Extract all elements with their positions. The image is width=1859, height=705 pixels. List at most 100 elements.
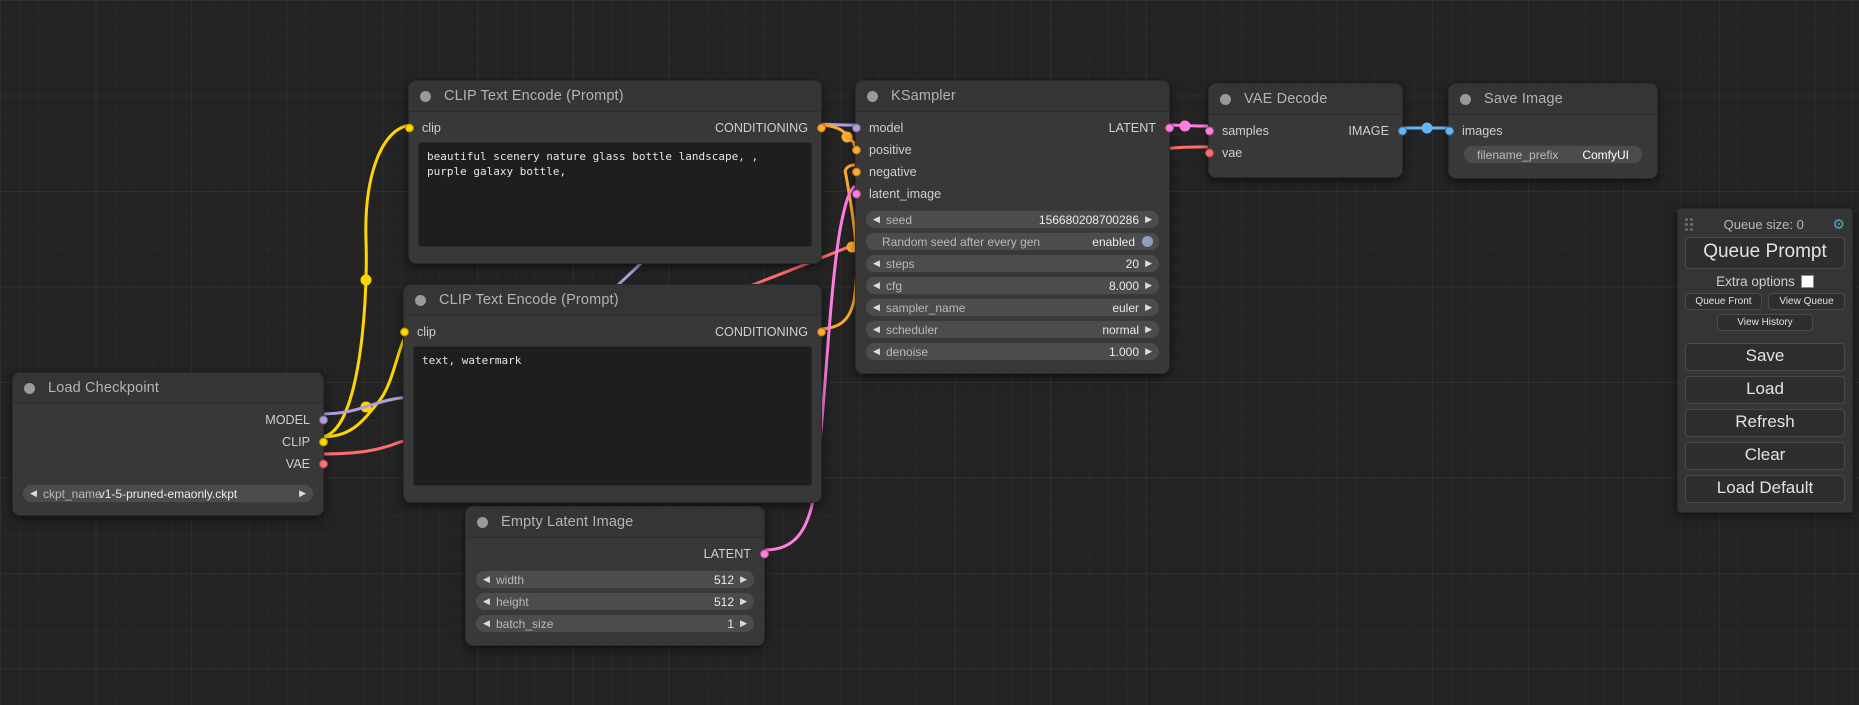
port-slot-latent-image[interactable] (851, 189, 861, 199)
port-slot-latent[interactable] (759, 549, 769, 559)
port-slot-negative[interactable] (851, 167, 861, 177)
decrement-arrow-icon[interactable]: ◀ (483, 574, 490, 584)
load-button[interactable]: Load (1685, 376, 1845, 404)
view-history-button[interactable]: View History (1717, 314, 1813, 331)
node-load-checkpoint[interactable]: Load Checkpoint MODEL CLIP VAE ◀ ckpt_na… (12, 372, 328, 516)
decrement-arrow-icon[interactable]: ◀ (873, 346, 880, 356)
input-port-positive[interactable]: positive (851, 140, 1169, 160)
node-title-bar[interactable]: Save Image (1449, 84, 1657, 115)
clear-button[interactable]: Clear (1685, 442, 1845, 470)
increment-arrow-icon[interactable]: ▶ (740, 618, 747, 628)
decrement-arrow-icon[interactable]: ◀ (30, 488, 37, 498)
node-ksampler[interactable]: KSampler model LATENT positive negative … (851, 80, 1174, 374)
load-default-button[interactable]: Load Default (1685, 475, 1845, 503)
queue-front-button[interactable]: Queue Front (1685, 293, 1762, 310)
widget-ckpt-name[interactable]: ◀ ckpt_name v1-5-pruned-emaonly.ckpt ▶ (22, 484, 314, 503)
port-slot-vae[interactable] (318, 459, 328, 469)
node-empty-latent-image[interactable]: Empty Latent Image LATENT ◀ width 512 ▶ … (465, 506, 769, 646)
port-slot-positive[interactable] (851, 145, 861, 155)
port-label-latent: LATENT (1108, 121, 1156, 135)
collapse-dot-icon[interactable] (867, 90, 878, 102)
port-slot-vae[interactable] (1204, 148, 1214, 158)
increment-arrow-icon[interactable]: ▶ (299, 488, 306, 498)
node-title-bar[interactable]: KSampler (856, 81, 1169, 112)
increment-arrow-icon[interactable]: ▶ (1145, 258, 1152, 268)
increment-arrow-icon[interactable]: ▶ (1145, 214, 1152, 224)
extra-options-row[interactable]: Extra options (1685, 274, 1845, 289)
node-vae-decode[interactable]: VAE Decode samples IMAGE vae (1204, 83, 1407, 178)
decrement-arrow-icon[interactable]: ◀ (873, 324, 880, 334)
node-title-bar[interactable]: Load Checkpoint (13, 373, 323, 404)
widget-scheduler[interactable]: ◀ scheduler normal ▶ (865, 320, 1160, 339)
drag-handle-icon[interactable] (1685, 218, 1695, 231)
increment-arrow-icon[interactable]: ▶ (740, 574, 747, 584)
port-slot-latent-out[interactable] (1164, 123, 1174, 133)
collapse-dot-icon[interactable] (415, 294, 426, 306)
refresh-button[interactable]: Refresh (1685, 409, 1845, 437)
collapse-dot-icon[interactable] (477, 516, 488, 528)
port-slot-clip[interactable] (318, 437, 328, 447)
node-clip-text-encode-negative[interactable]: CLIP Text Encode (Prompt) clip CONDITION… (399, 284, 826, 503)
widget-width[interactable]: ◀ width 512 ▶ (475, 570, 755, 589)
decrement-arrow-icon[interactable]: ◀ (873, 214, 880, 224)
widget-seed[interactable]: ◀ seed 156680208700286 ▶ (865, 210, 1160, 229)
input-port-latent-image[interactable]: latent_image (851, 184, 1169, 204)
port-slot-clip[interactable] (404, 123, 414, 133)
decrement-arrow-icon[interactable]: ◀ (483, 596, 490, 606)
decrement-arrow-icon[interactable]: ◀ (873, 258, 880, 268)
collapse-dot-icon[interactable] (420, 90, 431, 102)
port-slot-clip[interactable] (399, 327, 409, 337)
port-slot-conditioning[interactable] (816, 327, 826, 337)
node-title-bar[interactable]: VAE Decode (1209, 84, 1402, 115)
node-save-image[interactable]: Save Image images filename_prefix ComfyU… (1444, 83, 1658, 179)
widget-denoise[interactable]: ◀ denoise 1.000 ▶ (865, 342, 1160, 361)
increment-arrow-icon[interactable]: ▶ (1145, 324, 1152, 334)
port-slot-samples[interactable] (1204, 126, 1214, 136)
widget-filename-prefix[interactable]: filename_prefix ComfyUI (1463, 145, 1643, 164)
port-slot-model[interactable] (851, 123, 861, 133)
increment-arrow-icon[interactable]: ▶ (1145, 346, 1152, 356)
output-port-clip[interactable]: CLIP (13, 432, 328, 452)
widget-random-seed-toggle[interactable]: Random seed after every gen enabled (865, 232, 1160, 251)
input-port-negative[interactable]: negative (851, 162, 1169, 182)
node-title-bar[interactable]: CLIP Text Encode (Prompt) (404, 285, 821, 316)
comfy-menu-panel[interactable]: Queue size: 0 ⚙ Queue Prompt Extra optio… (1677, 208, 1853, 513)
widget-sampler-name[interactable]: ◀ sampler_name euler ▶ (865, 298, 1160, 317)
node-clip-text-encode-positive[interactable]: CLIP Text Encode (Prompt) clip CONDITION… (404, 80, 826, 264)
port-slot-image[interactable] (1397, 126, 1407, 136)
decrement-arrow-icon[interactable]: ◀ (873, 302, 880, 312)
node-title-bar[interactable]: CLIP Text Encode (Prompt) (409, 81, 821, 112)
prompt-textarea[interactable]: text, watermark (413, 346, 812, 486)
save-button[interactable]: Save (1685, 343, 1845, 371)
input-port-vae[interactable]: vae (1204, 143, 1402, 163)
collapse-dot-icon[interactable] (24, 382, 35, 394)
port-slot-model[interactable] (318, 415, 328, 425)
collapse-dot-icon[interactable] (1460, 93, 1471, 105)
widget-value: 156680208700286 (1038, 212, 1139, 227)
increment-arrow-icon[interactable]: ▶ (1145, 302, 1152, 312)
extra-options-checkbox[interactable] (1800, 275, 1814, 288)
port-slot-images[interactable] (1444, 126, 1454, 136)
increment-arrow-icon[interactable]: ▶ (1145, 280, 1152, 290)
widget-height[interactable]: ◀ height 512 ▶ (475, 592, 755, 611)
widget-batch-size[interactable]: ◀ batch_size 1 ▶ (475, 614, 755, 633)
view-queue-button[interactable]: View Queue (1768, 293, 1845, 310)
decrement-arrow-icon[interactable]: ◀ (873, 280, 880, 290)
node-title-bar[interactable]: Empty Latent Image (466, 507, 764, 538)
increment-arrow-icon[interactable]: ▶ (740, 596, 747, 606)
decrement-arrow-icon[interactable]: ◀ (483, 618, 490, 628)
output-port-vae[interactable]: VAE (13, 454, 328, 474)
widget-steps[interactable]: ◀ steps 20 ▶ (865, 254, 1160, 273)
port-slot-conditioning[interactable] (816, 123, 826, 133)
port-label-conditioning: CONDITIONING (714, 325, 808, 339)
toggle-knob-icon[interactable] (1141, 235, 1154, 248)
prompt-textarea[interactable]: beautiful scenery nature glass bottle la… (418, 142, 812, 247)
gear-icon[interactable]: ⚙ (1832, 216, 1845, 232)
output-port-model[interactable]: MODEL (13, 410, 328, 430)
queue-prompt-button[interactable]: Queue Prompt (1685, 237, 1845, 269)
collapse-dot-icon[interactable] (1220, 93, 1231, 105)
output-port-latent[interactable]: LATENT (466, 544, 769, 564)
input-port-images[interactable]: images (1444, 121, 1657, 141)
widget-cfg[interactable]: ◀ cfg 8.000 ▶ (865, 276, 1160, 295)
